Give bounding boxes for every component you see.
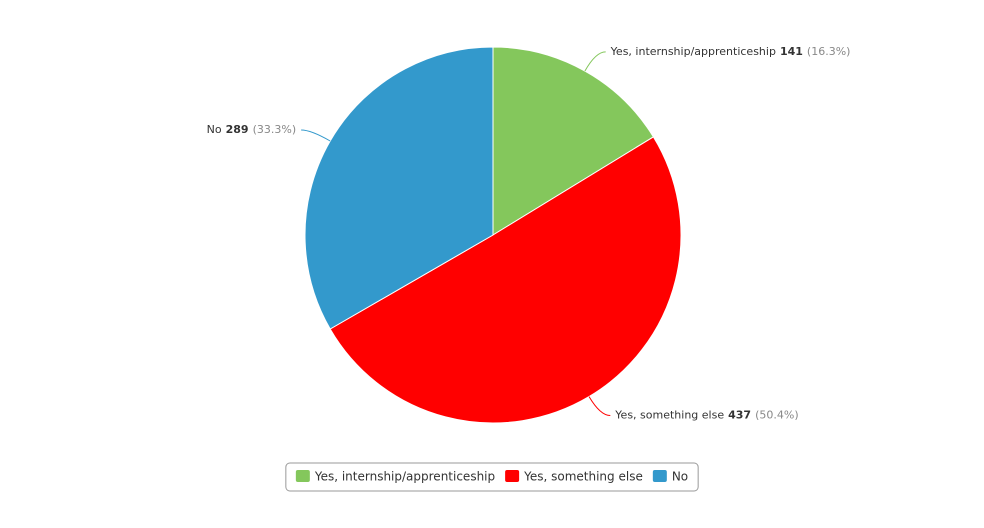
label-value: 437	[728, 409, 751, 422]
label-value: 289	[226, 123, 249, 136]
data-label: No 289 (33.3%)	[207, 123, 296, 136]
label-percent: (33.3%)	[253, 123, 297, 136]
data-label: Yes, something else 437 (50.4%)	[614, 409, 798, 422]
label-percent: (16.3%)	[807, 45, 851, 58]
legend-label: Yes, something else	[523, 470, 643, 484]
legend-label: No	[672, 470, 688, 484]
connector	[588, 396, 611, 417]
label-value: 141	[780, 45, 803, 58]
connector	[301, 129, 331, 142]
legend: Yes, internship/apprenticeship Yes, somet…	[285, 462, 699, 492]
legend-swatch	[652, 470, 667, 482]
pie-slice	[329, 136, 682, 424]
legend-box	[285, 462, 699, 492]
label-name: No	[207, 123, 222, 136]
legend-label: Yes, internship/apprenticeship	[314, 470, 495, 484]
pie-slice	[304, 46, 494, 330]
connector	[584, 51, 606, 72]
label-name: Yes, internship/apprenticeship	[610, 45, 776, 58]
legend-swatch	[505, 470, 520, 482]
legend-swatch	[295, 470, 310, 482]
data-label: Yes, internship/apprenticeship 141 (16.3%)	[610, 45, 851, 58]
pie-slice	[492, 46, 655, 236]
label-name: Yes, something else	[614, 409, 724, 422]
label-percent: (50.4%)	[755, 409, 799, 422]
